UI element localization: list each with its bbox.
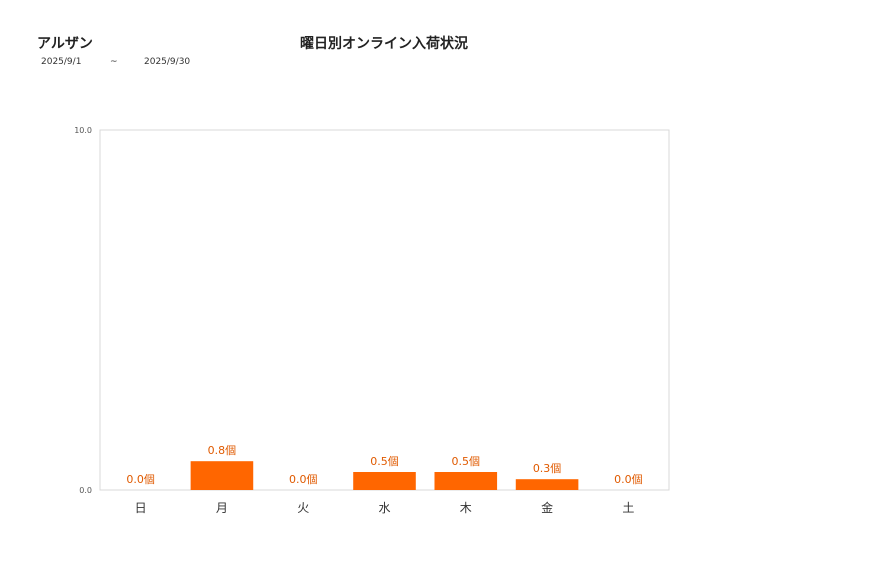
x-tick-label-5: 金 xyxy=(541,500,553,515)
x-tick-label-3: 水 xyxy=(378,501,390,515)
x-tick-label-6: 土 xyxy=(622,501,634,515)
data-label-3: 0.5個 xyxy=(370,455,399,468)
bar-5 xyxy=(515,479,579,490)
y-tick-label: 0.0 xyxy=(79,486,92,495)
date-from: 2025/9/1 xyxy=(41,57,82,67)
x-tick-label-2: 火 xyxy=(297,501,309,515)
date-to: 2025/9/30 xyxy=(144,57,191,67)
x-tick-label-4: 木 xyxy=(460,501,472,515)
shop-name: アルザン xyxy=(37,36,93,52)
data-label-4: 0.5個 xyxy=(452,455,481,468)
data-label-5: 0.3個 xyxy=(533,462,562,475)
data-label-0: 0.0個 xyxy=(126,473,155,486)
data-label-6: 0.0個 xyxy=(614,473,643,486)
bar-4 xyxy=(434,472,498,490)
plot-area-border xyxy=(99,129,670,491)
x-tick-label-1: 月 xyxy=(216,501,228,515)
date-separator: ~ xyxy=(110,57,118,67)
bar-1 xyxy=(190,461,254,490)
bar-3 xyxy=(353,472,416,490)
data-label-1: 0.8個 xyxy=(208,444,237,457)
chart-title: 曜日別オンライン入荷状況 xyxy=(300,36,468,52)
data-label-2: 0.0個 xyxy=(289,473,318,486)
x-tick-label-0: 日 xyxy=(135,501,147,515)
y-tick-label: 10.0 xyxy=(74,126,92,135)
